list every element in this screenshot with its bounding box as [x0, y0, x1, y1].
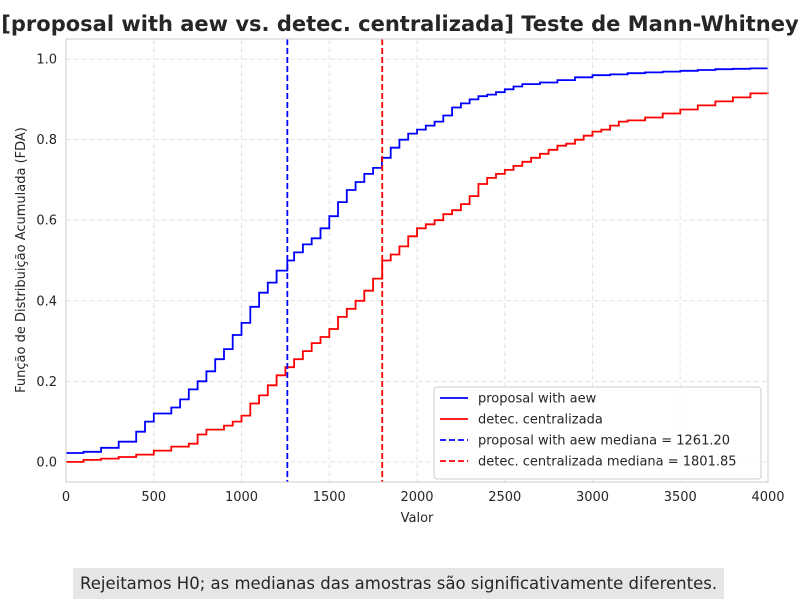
- chart-title: [proposal with aew vs. detec. centraliza…: [1, 12, 799, 36]
- y-tick-label: 1.0: [36, 53, 57, 68]
- series-layer: [66, 67, 769, 463]
- y-axis-label: Função de Distribuição Acumulada (FDA): [14, 127, 29, 393]
- test-conclusion: Rejeitamos H0; as medianas das amostras …: [73, 568, 725, 599]
- legend-label: proposal with aew: [478, 392, 597, 407]
- median-lines: [286, 39, 384, 482]
- legend: proposal with aew detec. centralizada prop…: [433, 386, 762, 480]
- legend-box: [433, 386, 762, 480]
- x-tick-label: 2000: [400, 490, 433, 505]
- y-axis-ticks: 0.0 0.2 0.4 0.6 0.8 1.0: [36, 53, 57, 471]
- legend-label: proposal with aew mediana = 1261.20: [478, 434, 730, 449]
- plot-frame: [65, 38, 769, 483]
- x-tick-label: 3500: [664, 490, 697, 505]
- cdf-line-detec-centralizada: [66, 92, 769, 463]
- legend-label: detec. centralizada mediana = 1801.85: [478, 455, 737, 470]
- y-tick-label: 0.4: [36, 294, 57, 309]
- x-tick-label: 2500: [488, 490, 521, 505]
- x-tick-label: 1000: [225, 490, 258, 505]
- y-tick-label: 0.2: [36, 375, 57, 390]
- y-tick-label: 0.0: [36, 455, 57, 470]
- x-axis-ticks: 0 500 1000 1500 2000 2500 3000 3500 4000: [62, 490, 785, 505]
- cdf-line-proposal-with-aew: [66, 67, 768, 454]
- x-tick-label: 1500: [313, 490, 346, 505]
- x-tick-label: 4000: [751, 490, 784, 505]
- x-tick-label: 3000: [576, 490, 609, 505]
- y-tick-label: 0.6: [36, 214, 57, 229]
- y-tick-label: 0.8: [36, 133, 57, 148]
- legend-label: detec. centralizada: [478, 413, 603, 428]
- x-tick-label: 0: [62, 490, 70, 505]
- x-tick-label: 500: [141, 490, 166, 505]
- x-axis-label: Valor: [401, 511, 434, 526]
